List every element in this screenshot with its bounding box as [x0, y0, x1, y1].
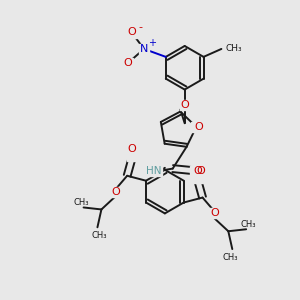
- Bar: [209, 208, 219, 218]
- Bar: [110, 187, 120, 196]
- Text: O: O: [196, 166, 205, 176]
- Text: O: O: [193, 166, 202, 176]
- Text: -: -: [138, 22, 142, 32]
- Bar: [191, 122, 201, 132]
- Text: O: O: [180, 100, 189, 110]
- Text: O: O: [124, 58, 133, 68]
- Bar: [190, 166, 200, 176]
- Bar: [148, 166, 162, 176]
- Bar: [193, 173, 202, 183]
- Text: CH₃: CH₃: [225, 44, 242, 53]
- Bar: [139, 44, 149, 54]
- Text: +: +: [148, 38, 156, 48]
- Text: O: O: [111, 187, 120, 196]
- Bar: [180, 100, 190, 110]
- Text: O: O: [128, 27, 136, 37]
- Text: CH₃: CH₃: [74, 198, 89, 207]
- Text: O: O: [194, 122, 203, 132]
- Bar: [127, 151, 137, 161]
- Bar: [127, 28, 137, 38]
- Text: O: O: [210, 208, 219, 218]
- Text: N: N: [140, 44, 148, 54]
- Text: CH₃: CH₃: [223, 253, 238, 262]
- Text: O: O: [128, 144, 136, 154]
- Bar: [123, 58, 133, 68]
- Text: CH₃: CH₃: [240, 220, 256, 229]
- Text: CH₃: CH₃: [92, 231, 107, 240]
- Text: HN: HN: [146, 166, 162, 176]
